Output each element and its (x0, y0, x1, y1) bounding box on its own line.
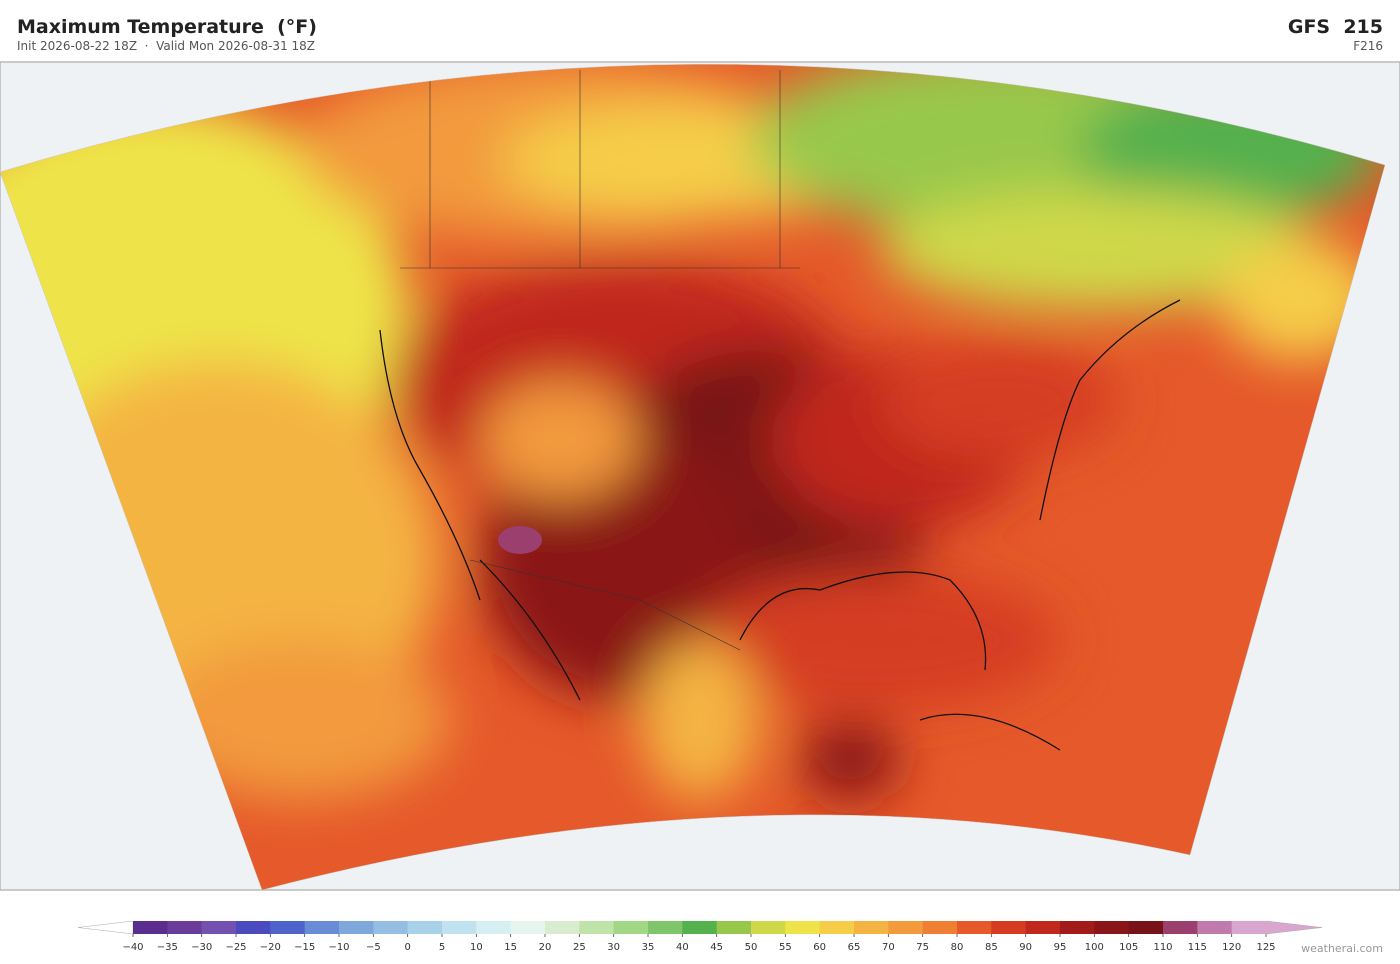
color-bin (1163, 921, 1198, 934)
tick-label: −5 (366, 942, 381, 953)
color-bin (476, 921, 512, 934)
tick-label: 85 (985, 942, 998, 953)
color-bin (716, 921, 752, 934)
color-bin (785, 921, 821, 934)
over-triangle (1265, 920, 1323, 935)
color-bin (613, 921, 649, 934)
color-bin (167, 921, 203, 934)
color-bin (545, 921, 580, 934)
forecast-hour: F216 (1353, 39, 1383, 53)
color-bin (270, 921, 306, 934)
tick-label: 90 (1019, 942, 1032, 953)
tick-label: 120 (1222, 942, 1241, 953)
tick-label: 95 (1054, 942, 1067, 953)
domain-outline (0, 64, 1386, 891)
color-bin (510, 921, 546, 934)
tick-label: 0 (404, 942, 410, 953)
color-bin (1128, 921, 1164, 934)
title: Maximum Temperature (°F) (17, 16, 317, 38)
tick-label: 100 (1085, 942, 1104, 953)
color-bin (579, 921, 615, 934)
tick-label: 80 (951, 942, 964, 953)
color-bin (133, 921, 168, 934)
color-bin (1060, 921, 1095, 934)
tick-label: −10 (328, 942, 349, 953)
under-triangle (77, 920, 134, 935)
tick-label: 25 (573, 942, 586, 953)
color-bin (236, 921, 271, 934)
tick-label: 125 (1256, 942, 1275, 953)
tick-label: 40 (676, 942, 689, 953)
color-bin (407, 921, 443, 934)
tick-label: 30 (607, 942, 620, 953)
tick-label: −15 (294, 942, 315, 953)
tick-label: 115 (1188, 942, 1207, 953)
color-bin (854, 921, 889, 934)
color-bin (1197, 921, 1233, 934)
tick-label: 50 (745, 942, 758, 953)
tick-label: 10 (470, 942, 483, 953)
tick-label: −35 (157, 942, 178, 953)
color-bin (819, 921, 855, 934)
tick-label: 110 (1153, 942, 1172, 953)
credit: weatherai.com (1301, 942, 1383, 955)
color-bin (373, 921, 409, 934)
color-bin (339, 921, 374, 934)
model-label: GFS 215 (1287, 16, 1383, 38)
color-bin (442, 921, 477, 934)
color-bin (304, 921, 340, 934)
tick-label: 65 (848, 942, 861, 953)
color-bin (751, 921, 786, 934)
coastline (379, 299, 1181, 751)
color-bin (1094, 921, 1130, 934)
tick-label: 105 (1119, 942, 1138, 953)
subtitle: Init 2026-08-22 18Z · Valid Mon 2026-08-… (17, 39, 316, 53)
tick-label: 45 (710, 942, 723, 953)
color-bin (1231, 921, 1267, 934)
tick-label: −40 (122, 942, 143, 953)
colorbar: −40 −35 −30 −25 −20 −15 −10 −5 0 5 10 15 20 25 30 35 40 4… (77, 920, 1323, 953)
color-bin (991, 921, 1027, 934)
hot-spot (498, 526, 542, 554)
tick-label: 70 (882, 942, 895, 953)
borders (400, 70, 800, 651)
color-bin (682, 921, 718, 934)
color-bin (888, 921, 924, 934)
tick-label: −30 (191, 942, 212, 953)
tick-label: 20 (539, 942, 552, 953)
color-bin (922, 921, 958, 934)
tick-label: 60 (813, 942, 826, 953)
color-bin (1025, 921, 1061, 934)
color-bin (648, 921, 683, 934)
color-bin (957, 921, 992, 934)
tick-label: −20 (260, 942, 281, 953)
tick-label: 15 (504, 942, 517, 953)
tick-label: 35 (642, 942, 655, 953)
color-bin (201, 921, 237, 934)
tick-label: 55 (779, 942, 792, 953)
tick-label: 75 (916, 942, 929, 953)
tick-label: −25 (225, 942, 246, 953)
tick-label: 5 (439, 942, 445, 953)
